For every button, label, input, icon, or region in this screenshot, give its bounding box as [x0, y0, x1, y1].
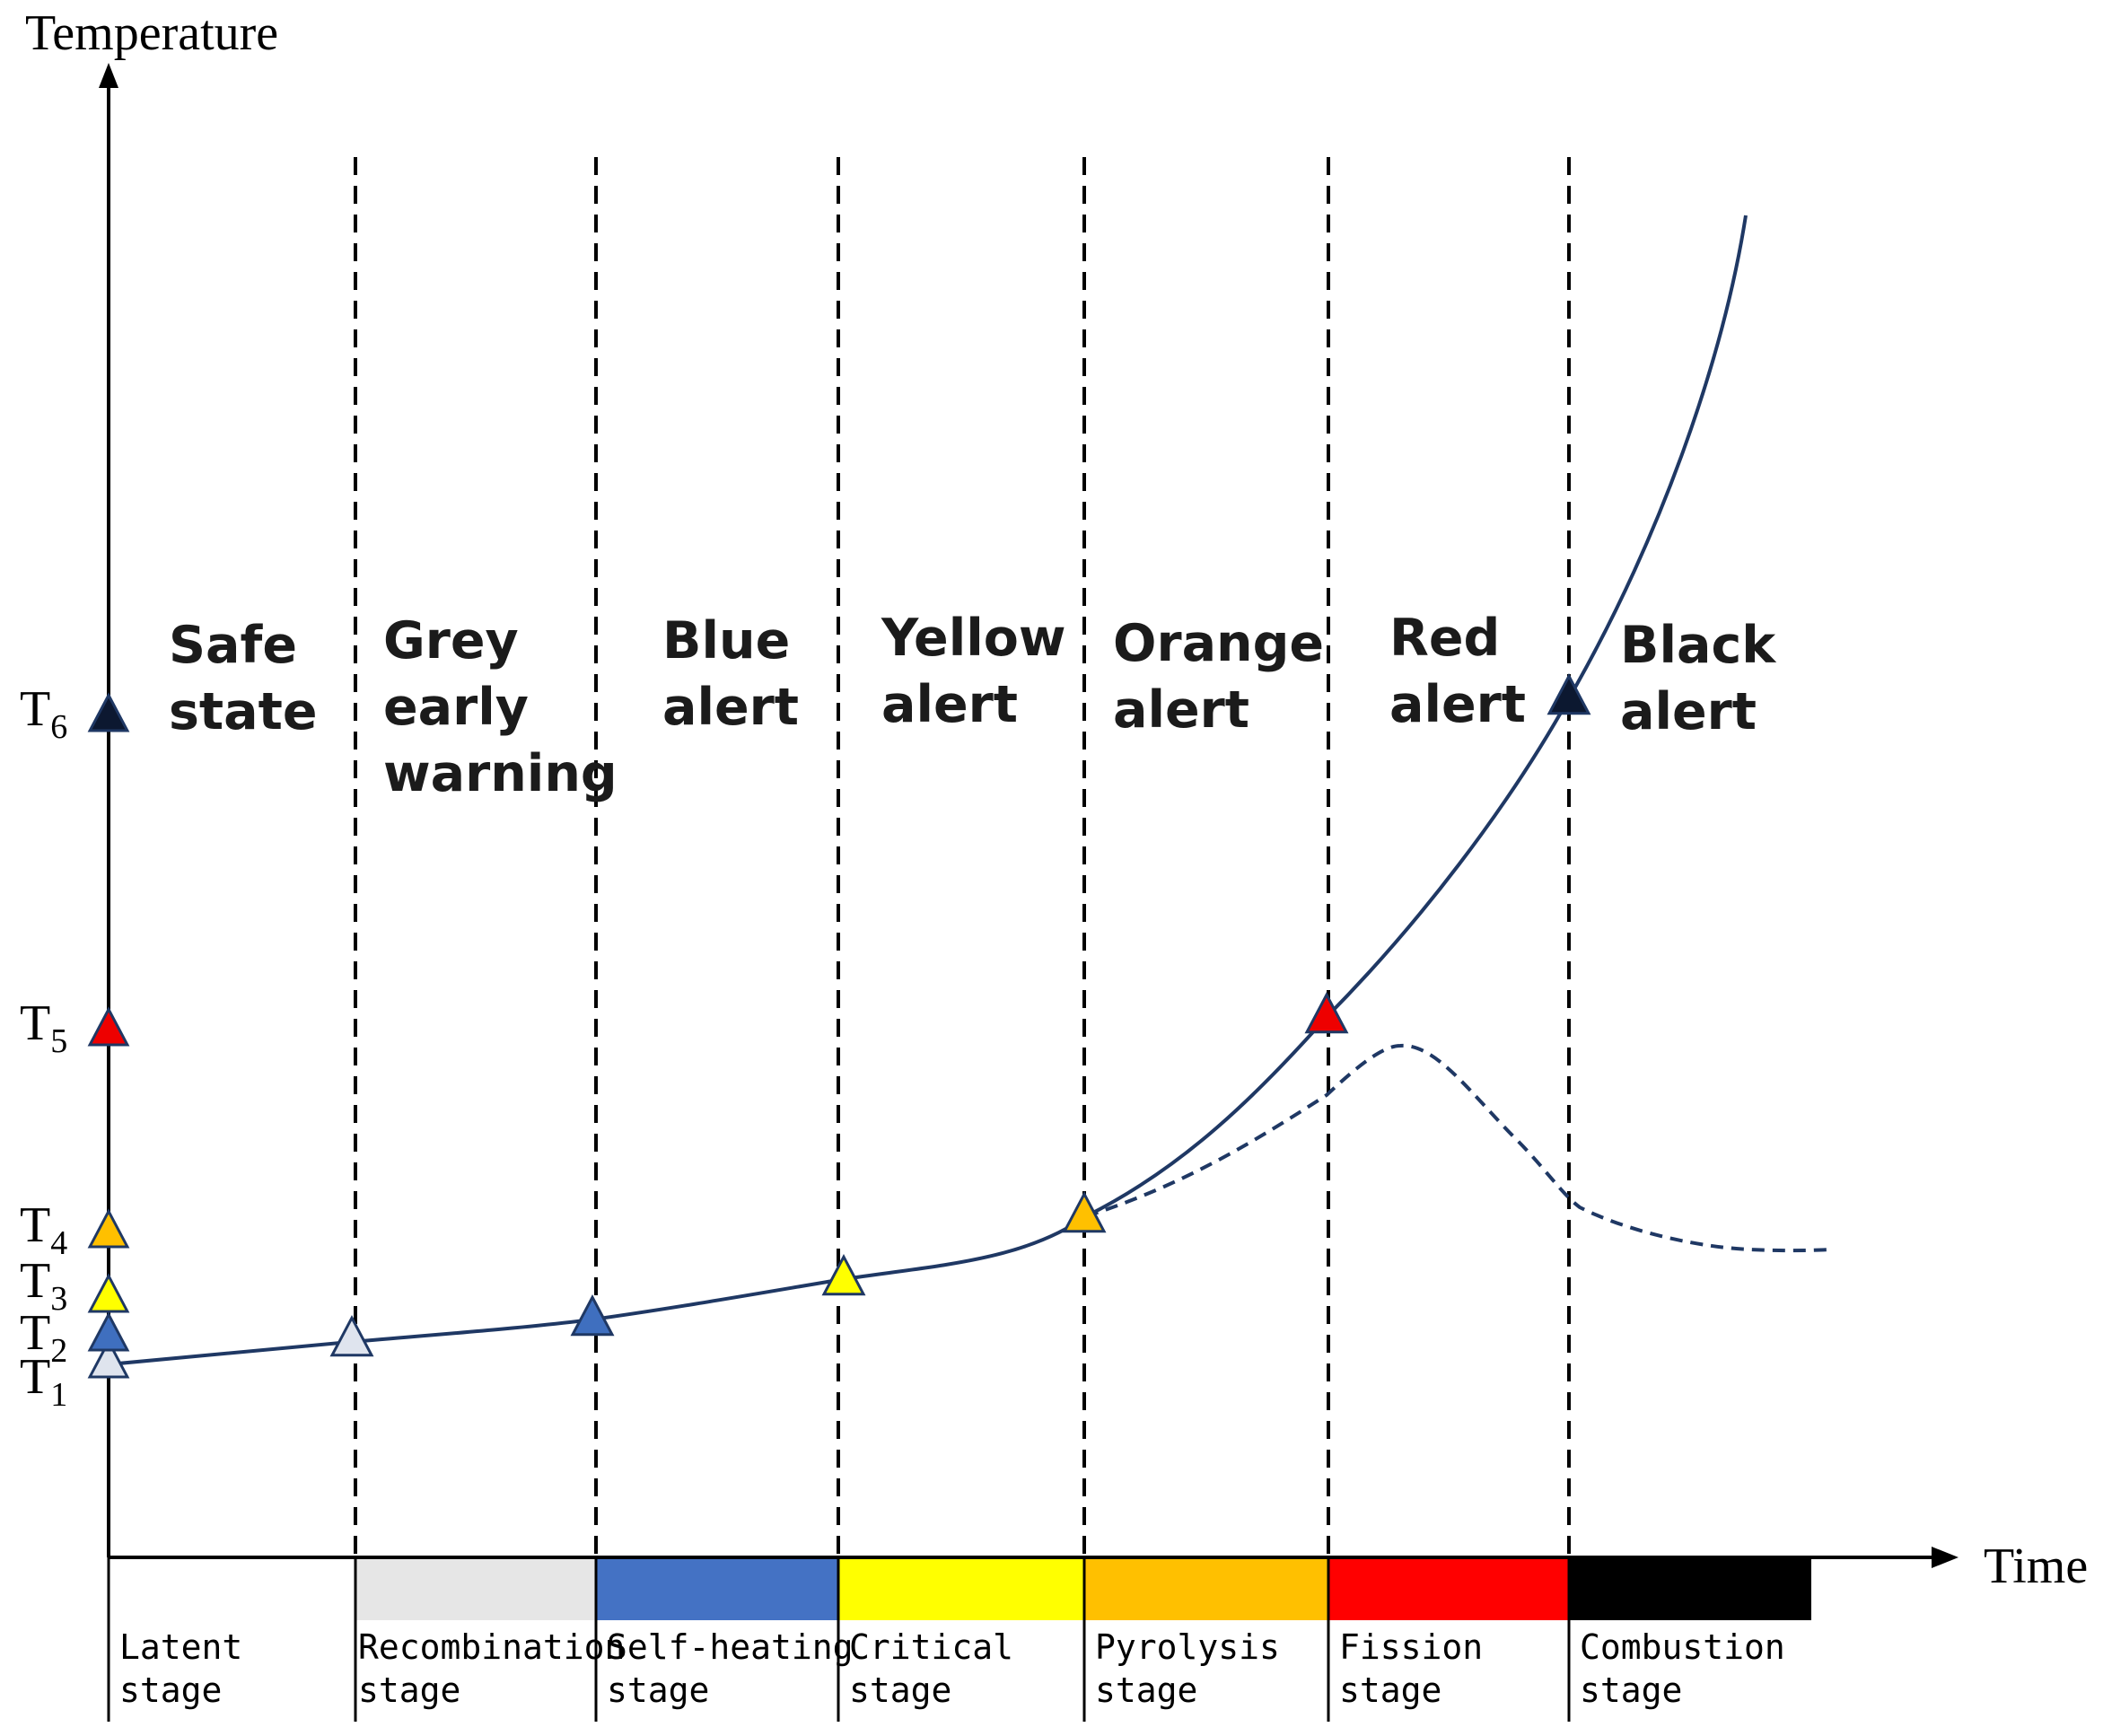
x-axis-arrowhead	[1932, 1547, 1958, 1568]
y-axis-label: Temperature	[25, 5, 278, 61]
curve-marker-T3	[821, 1253, 866, 1296]
stage-bar-1	[355, 1557, 596, 1620]
curve-marker-T6	[1547, 672, 1591, 715]
threshold-label-subscript: 1	[50, 1376, 67, 1414]
stage-labels: LatentstageRecombinationstageSelf-heatin…	[119, 1627, 1785, 1710]
threshold-marker-T5	[87, 1006, 130, 1047]
alert-state-label-line: Blue	[662, 611, 790, 671]
alert-state-label-line: Black	[1620, 616, 1776, 675]
stage-bar-4	[1084, 1557, 1328, 1620]
alert-state-label-line: alert	[1389, 675, 1526, 734]
alert-state-label-line: warning	[383, 744, 618, 803]
alert-state-label-line: Red	[1389, 609, 1500, 668]
threshold-marker-T1	[87, 1338, 130, 1379]
alert-state-label-line: alert	[1620, 682, 1757, 741]
stage-bar-0	[109, 1557, 355, 1620]
stage-bar-5	[1328, 1557, 1569, 1620]
alert-state-labels: Safe state Grey early warning Blue alert Yellow…	[169, 609, 1776, 803]
alert-state-label-line: early	[383, 678, 529, 737]
threshold-marker-T2	[87, 1311, 130, 1352]
threshold-label-subscript: 6	[50, 708, 67, 746]
stage-label-line: stage	[1580, 1670, 1682, 1710]
curve-marker-T2	[570, 1293, 615, 1337]
alert-state-label-line: alert	[881, 675, 1018, 734]
curve-marker-T5	[1304, 991, 1349, 1034]
stage-label-line: Critical	[849, 1627, 1013, 1667]
threshold-label-subscript: 2	[50, 1332, 67, 1370]
stage-bar-2	[596, 1557, 838, 1620]
y-axis-arrowhead	[99, 63, 118, 88]
alert-state-label-line: Orange	[1113, 614, 1324, 673]
threshold-marker-T4	[87, 1208, 130, 1249]
alert-state-label-line: alert	[662, 678, 799, 737]
threshold-label-subscript: 3	[50, 1280, 67, 1318]
stage-label-line: stage	[358, 1670, 460, 1710]
stage-label-line: stage	[119, 1670, 222, 1710]
alert-state-label-line: Safe	[169, 616, 297, 675]
curve-marker-T1	[329, 1314, 374, 1357]
stage-label-line: stage	[1339, 1670, 1441, 1710]
stage-label-line: Recombination	[358, 1627, 625, 1667]
curves	[108, 215, 1832, 1366]
threshold-label: T4	[20, 1197, 67, 1262]
x-axis-label: Time	[1984, 1539, 2088, 1594]
stage-label-line: Pyrolysis	[1095, 1627, 1280, 1667]
stage-label-line: stage	[849, 1670, 951, 1710]
decay-curve-dashed	[1085, 1043, 1832, 1253]
alert-state-label-line: state	[169, 682, 318, 741]
stage-label-line: stage	[1095, 1670, 1197, 1710]
threshold-marker-T3	[87, 1273, 130, 1313]
alert-state-label-line: Grey	[383, 611, 519, 671]
threshold-marker-T6	[87, 692, 130, 732]
stage-label-line: Self-heating	[607, 1627, 854, 1667]
alert-state-label-line: alert	[1113, 680, 1249, 740]
stage-bar-6	[1569, 1557, 1811, 1620]
alert-state-label-line: Yellow	[881, 609, 1066, 668]
threshold-label: T6	[20, 681, 67, 746]
threshold-label-subscript: 4	[50, 1224, 67, 1262]
threshold-label: T3	[20, 1253, 67, 1318]
stage-label-line: Combustion	[1580, 1627, 1785, 1667]
stage-label-line: stage	[607, 1670, 709, 1710]
curve-marker-T4	[1062, 1190, 1107, 1233]
stage-label-line: Latent	[119, 1627, 242, 1667]
stage-label-line: Fission	[1339, 1627, 1483, 1667]
stage-dividers	[107, 157, 1571, 1722]
stage-bar-3	[838, 1557, 1084, 1620]
stage-color-bars	[109, 1557, 1811, 1620]
threshold-label-subscript: 5	[50, 1022, 67, 1060]
threshold-label: T5	[20, 995, 67, 1060]
curve-markers	[329, 672, 1591, 1357]
